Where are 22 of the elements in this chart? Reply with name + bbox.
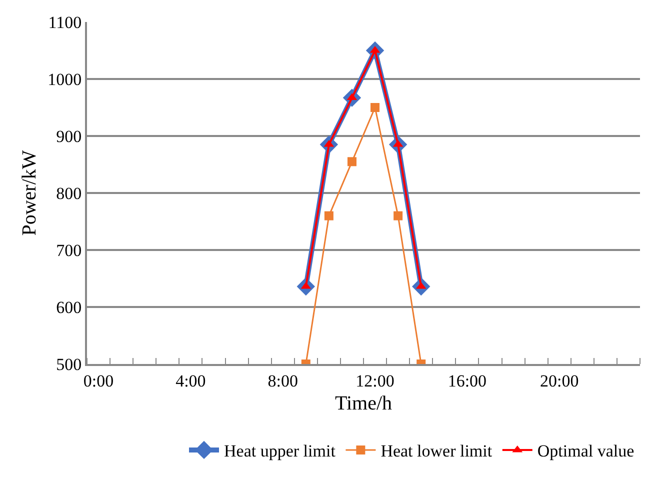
y-axis-title: Power/kW	[18, 150, 41, 236]
legend-label: Optimal value	[537, 442, 634, 461]
y-tick-label: 700	[56, 240, 82, 260]
x-axis-title: Time/h	[334, 392, 392, 414]
y-tick-label: 600	[56, 298, 82, 317]
point	[394, 211, 403, 220]
point	[370, 103, 380, 112]
y-tick-label: 900	[56, 126, 82, 146]
point	[324, 211, 334, 220]
y-tick-label: 1100	[48, 12, 82, 32]
y-tick-label: 500	[56, 354, 82, 374]
x-tick-label: 20:00	[540, 371, 579, 390]
x-tick-label: 0:00	[83, 371, 114, 390]
x-tick-label: 4:00	[176, 371, 206, 390]
point	[347, 157, 356, 166]
x-tick-label: 12:00	[356, 371, 394, 390]
y-tick-label: 800	[56, 184, 82, 203]
legend-label: Heat upper limit	[224, 442, 336, 461]
x-tick-label: 8:00	[268, 371, 298, 390]
legend-label: Heat lower limit	[380, 442, 492, 461]
y-tick-label: 1000	[48, 70, 82, 89]
x-tick-label: 16:00	[448, 371, 487, 390]
